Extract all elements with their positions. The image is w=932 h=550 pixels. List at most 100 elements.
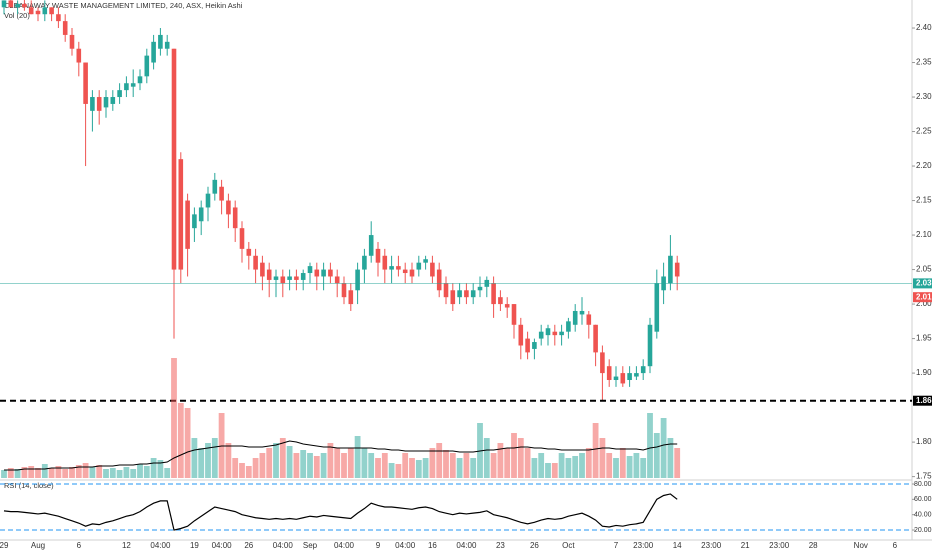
candle-body [613,376,619,380]
price-label: 2.03 [916,278,932,287]
candle-body [620,373,626,384]
rsi-line [3,493,678,531]
volume-bar [585,448,592,478]
y-tick-label: 40.00 [914,512,932,519]
candle-body [103,97,109,108]
volume-bar [259,453,266,478]
candle-body [647,324,653,367]
volume-bar [545,463,551,478]
candle-body [307,266,313,274]
volume-bar [409,458,415,478]
volume-bar [388,463,395,478]
volume-bar [171,358,177,478]
candle-body [124,83,129,91]
candle-body [668,255,673,284]
candle-body [552,331,558,336]
candle-body [8,0,14,8]
volume-bar [41,464,48,478]
candle-body [443,283,449,298]
volume-bar [164,468,171,478]
volume-bar [531,458,538,478]
volume-bar [647,413,653,478]
y-tick-label: 1.90 [916,368,932,377]
candle-body [198,207,204,222]
candle-body [69,34,75,49]
volume-bar [48,468,55,478]
candle-body [178,159,184,270]
volume-bar [313,456,320,478]
candle-body [1,0,7,8]
price-label-box [913,395,932,406]
rsi-title: RSI (14, close) [4,481,54,490]
candle-body [572,310,578,325]
candle-body [532,342,537,349]
volume-bar [103,469,109,478]
volume-bar [381,453,388,478]
x-tick-label: 04:00 [334,541,355,550]
candle-body [606,366,612,380]
x-tick-label: 04:00 [212,541,233,550]
price-label-box [913,292,932,303]
y-tick-label: 2.30 [916,92,932,101]
volume-bar [497,443,504,478]
volume-title: Vol (20) [4,11,30,20]
candle-body [62,21,68,35]
candle-body [49,7,54,15]
x-tick-label: 14 [673,541,682,550]
volume-bar [273,443,279,478]
candle-body [90,97,95,111]
volume-bar [660,418,667,478]
candle-body [35,10,41,15]
candle-body [559,331,564,336]
candle-body [300,273,306,280]
candle-body [334,276,340,284]
candle-body [450,290,456,305]
volume-bar [470,458,477,478]
candle-body [205,193,211,208]
candle-body [260,262,265,277]
x-tick-label: 16 [428,541,437,550]
x-tick-label: 26 [244,541,253,550]
volume-bar [211,438,218,478]
candle-body [212,179,218,194]
volume-bar [368,453,375,478]
candle-body [232,207,238,229]
candle-body [362,255,367,270]
x-tick-label: 23:00 [769,541,790,550]
volume-bar [150,458,157,478]
candle-body [321,269,326,277]
volume-bar [55,466,62,478]
volume-bar [279,438,286,478]
volume-bar [75,465,82,478]
volume-bar [320,453,327,478]
volume-bar [422,458,429,478]
volume-bar [436,443,443,478]
volume-bar [300,450,307,478]
candle-body [464,290,469,298]
volume-bar [137,464,143,478]
candle-body [226,200,231,215]
y-tick-label: 2.40 [916,23,932,32]
x-tick-label: 12 [122,541,131,550]
volume-bar [511,433,517,478]
volume-bar [69,467,75,478]
volume-bar [341,453,347,478]
candle-body [579,310,585,315]
x-tick-label: 04:00 [273,541,294,550]
candle-body [654,283,660,332]
volume-bar [252,458,259,478]
volume-bar [361,448,368,478]
x-tick-label: 23 [496,541,505,550]
y-tick-label: 20.00 [914,527,932,534]
volume-bar [354,436,361,478]
candle-body [239,228,245,249]
candle-body [409,269,415,277]
candle-body [504,304,510,308]
volume-bar [334,448,341,478]
candle-body [389,266,394,270]
volume-bar [177,403,184,478]
candle-body [348,290,354,305]
volume-bar [82,463,89,478]
volume-bar [130,469,137,478]
volume-bar [667,438,674,478]
